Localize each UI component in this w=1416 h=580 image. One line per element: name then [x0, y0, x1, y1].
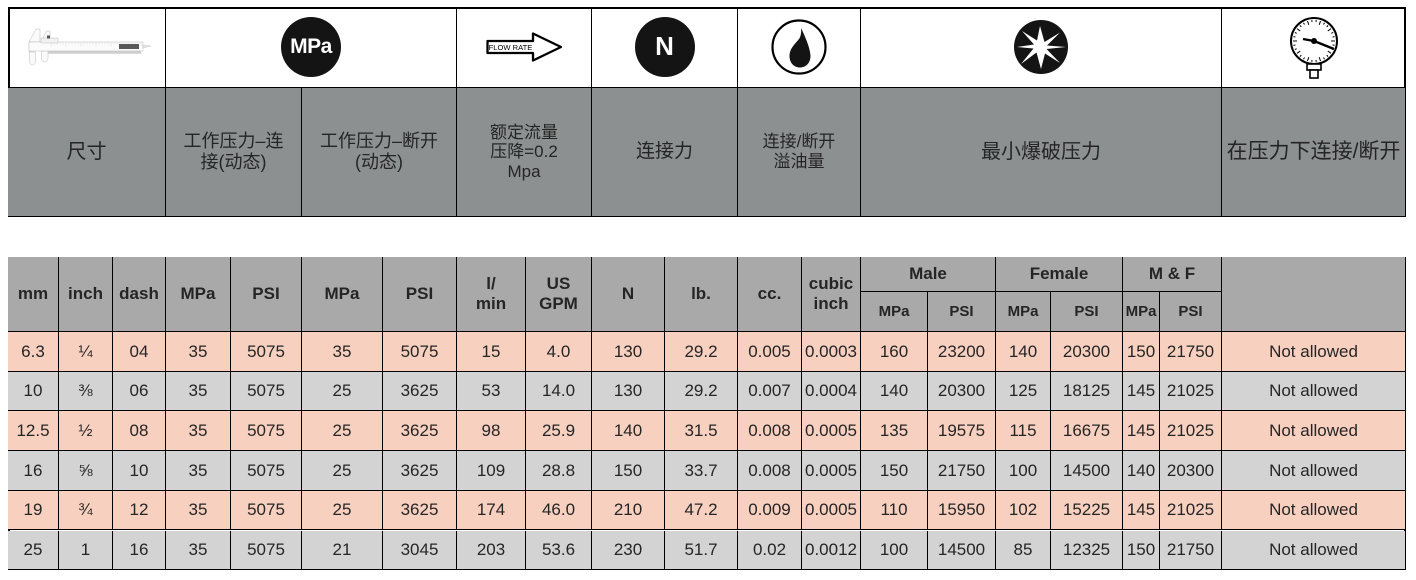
svg-text:FLOW RATE: FLOW RATE — [489, 43, 533, 52]
